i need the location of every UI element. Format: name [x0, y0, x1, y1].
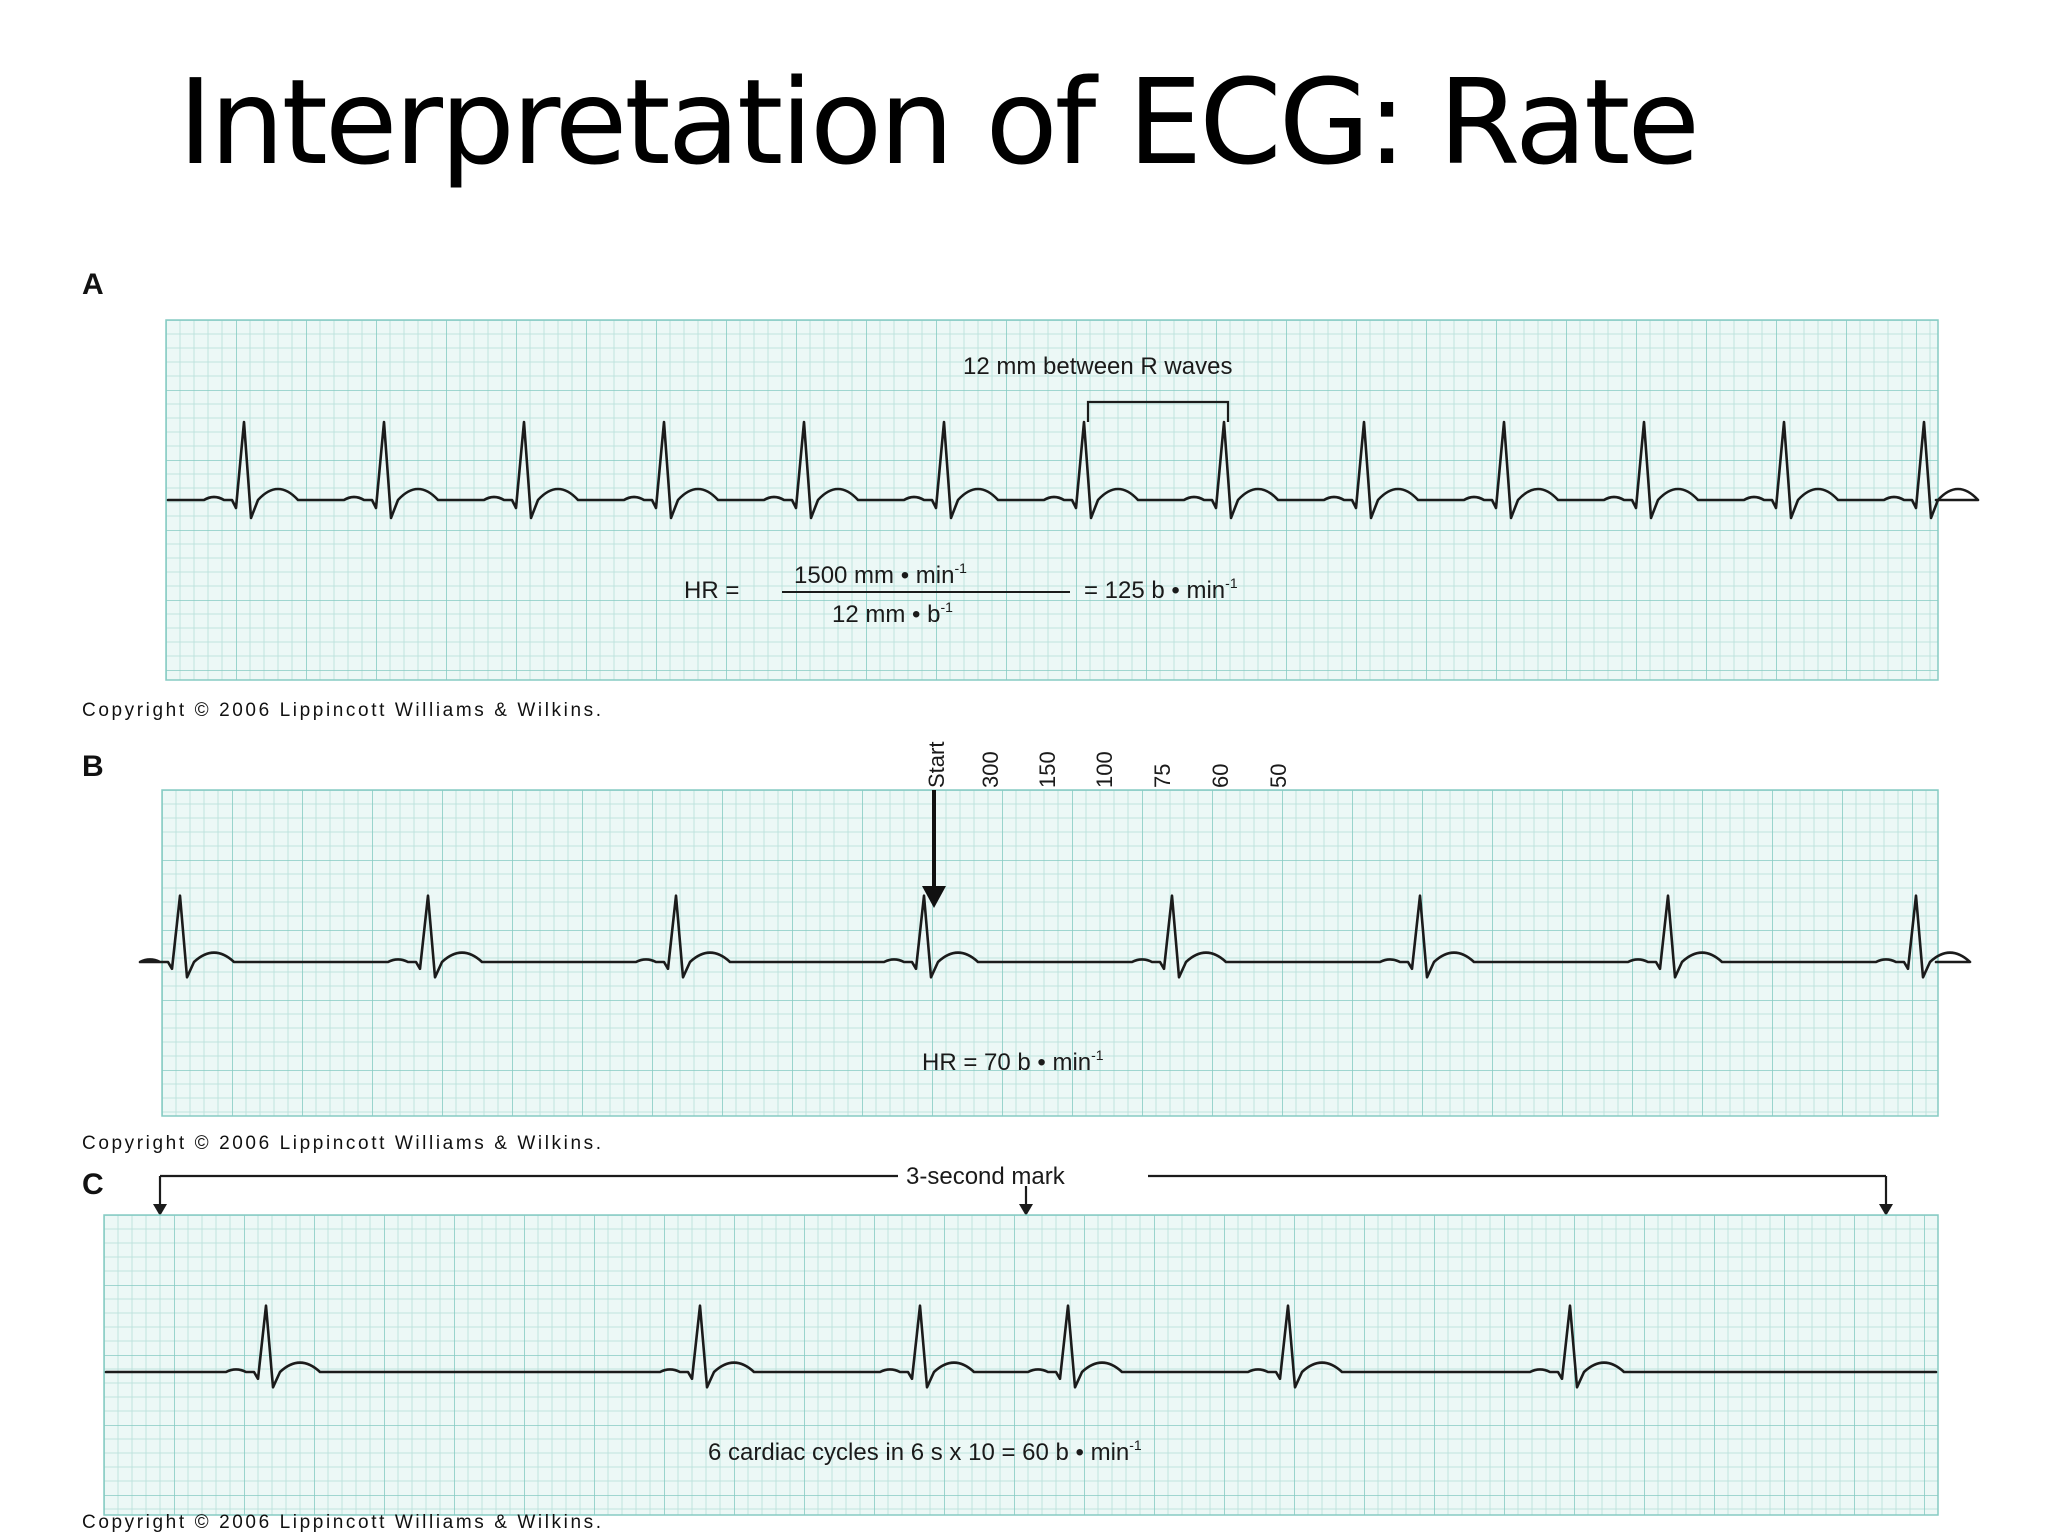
scale-label-start: Start: [924, 742, 949, 788]
panel-b-letter: B: [82, 750, 104, 783]
scale-label-150: 150: [1035, 751, 1060, 788]
panel-a-ecg-trace: [166, 420, 1980, 520]
panel-a-copyright: Copyright © 2006 Lippincott Williams & W…: [82, 700, 604, 721]
panel-a-rr-bracket: [1086, 400, 1230, 422]
panel-a-formula-lhs: HR =: [684, 577, 739, 604]
panel-b-scale-labels: Start 300 150 100 75 60 50: [924, 742, 1291, 788]
panel-c-ecg-trace: [104, 1304, 1938, 1389]
panel-b-ecg-trace: [138, 894, 1972, 979]
scale-label-100: 100: [1092, 751, 1117, 788]
panel-c-copyright: Copyright © 2006 Lippincott Williams & W…: [82, 1512, 604, 1533]
panel-b-copyright: Copyright © 2006 Lippincott Williams & W…: [82, 1133, 604, 1154]
scale-label-50: 50: [1266, 764, 1291, 788]
three-second-mark-bracket: [153, 1174, 1893, 1216]
panel-a: A 12 mm between R waves HR = 1500 mm • m…: [82, 268, 1980, 721]
panel-c: C 3-second mark 6 cardiac cycles in 6 s …: [82, 1163, 1939, 1533]
panel-a-formula-numerator: 1500 mm • min-1: [794, 560, 967, 589]
panel-b: B Start 300 150 100 75 60 50 HR = 70 b •…: [82, 742, 1972, 1154]
page-title: Interpretation of ECG: Rate: [178, 53, 1700, 191]
scale-label-300: 300: [978, 751, 1003, 788]
scale-label-75: 75: [1150, 764, 1175, 788]
three-second-mark-label: 3-second mark: [906, 1163, 1066, 1190]
panel-a-formula-result: = 125 b • min-1: [1084, 575, 1238, 604]
panel-c-hr-annotation: 6 cardiac cycles in 6 s x 10 = 60 b • mi…: [708, 1437, 1142, 1466]
panel-a-letter: A: [82, 268, 104, 301]
panel-a-annotation-top: 12 mm between R waves: [963, 353, 1232, 380]
panel-c-letter: C: [82, 1168, 104, 1201]
panel-b-hr-annotation: HR = 70 b • min-1: [922, 1047, 1104, 1076]
panel-a-formula-denominator: 12 mm • b-1: [832, 599, 953, 628]
scale-label-60: 60: [1208, 764, 1233, 788]
panel-c-ecg-paper: [103, 1214, 1939, 1516]
start-arrow: [922, 790, 946, 908]
